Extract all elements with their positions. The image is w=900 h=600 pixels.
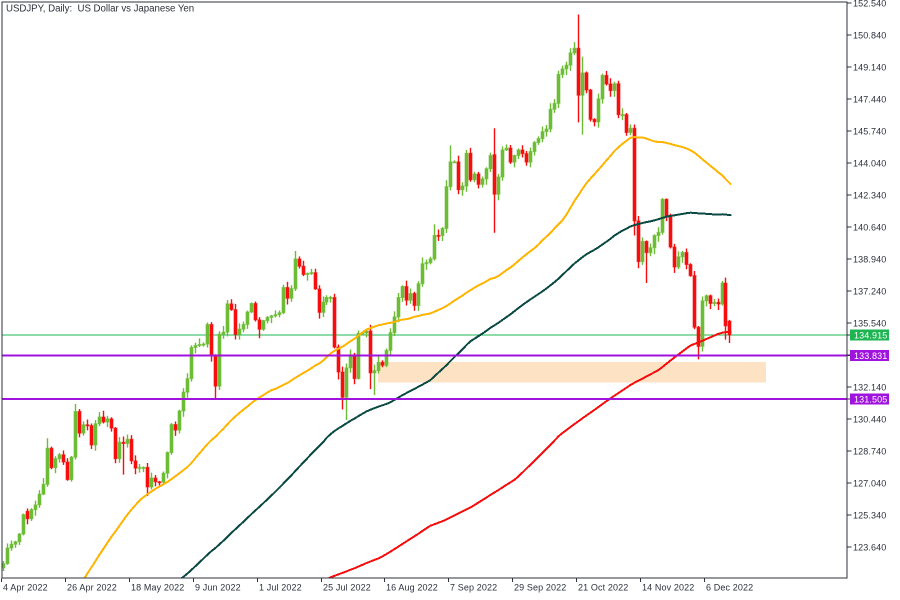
svg-text:9 Jun 2022: 9 Jun 2022 <box>195 583 241 593</box>
svg-text:1 Jul 2022: 1 Jul 2022 <box>259 583 302 593</box>
svg-text:18 May 2022: 18 May 2022 <box>131 583 184 593</box>
svg-text:21 Oct 2022: 21 Oct 2022 <box>578 583 628 593</box>
svg-text:138.940: 138.940 <box>853 254 886 264</box>
svg-text:14 Nov 2022: 14 Nov 2022 <box>642 583 694 593</box>
svg-text:131.505: 131.505 <box>854 395 887 405</box>
svg-text:140.640: 140.640 <box>853 222 886 232</box>
svg-text:130.440: 130.440 <box>853 414 886 424</box>
svg-text:145.740: 145.740 <box>853 126 886 136</box>
svg-text:29 Sep 2022: 29 Sep 2022 <box>514 583 566 593</box>
svg-text:7 Sep 2022: 7 Sep 2022 <box>450 583 497 593</box>
svg-text:150.840: 150.840 <box>853 30 886 40</box>
svg-text:133.831: 133.831 <box>854 351 887 361</box>
svg-text:26 Apr 2022: 26 Apr 2022 <box>67 583 117 593</box>
svg-text:144.040: 144.040 <box>853 158 886 168</box>
svg-text:149.140: 149.140 <box>853 62 886 72</box>
svg-text:135.540: 135.540 <box>853 318 886 328</box>
svg-text:134.915: 134.915 <box>854 331 887 341</box>
svg-text:137.240: 137.240 <box>853 286 886 296</box>
svg-text:152.540: 152.540 <box>853 0 886 8</box>
svg-text:132.140: 132.140 <box>853 382 886 392</box>
svg-text:142.340: 142.340 <box>853 190 886 200</box>
svg-text:25 Jul 2022: 25 Jul 2022 <box>323 583 371 593</box>
svg-text:6 Dec 2022: 6 Dec 2022 <box>706 583 753 593</box>
svg-text:128.740: 128.740 <box>853 446 886 456</box>
svg-text:USDJPY, Daily: US Dollar vs J: USDJPY, Daily: US Dollar vs Japanese Yen <box>6 4 194 15</box>
svg-text:16 Aug 2022: 16 Aug 2022 <box>386 583 438 593</box>
svg-text:125.340: 125.340 <box>853 510 886 520</box>
svg-text:147.440: 147.440 <box>853 94 886 104</box>
svg-text:123.640: 123.640 <box>853 542 886 552</box>
svg-text:4 Apr 2022: 4 Apr 2022 <box>3 583 48 593</box>
svg-text:127.040: 127.040 <box>853 478 886 488</box>
